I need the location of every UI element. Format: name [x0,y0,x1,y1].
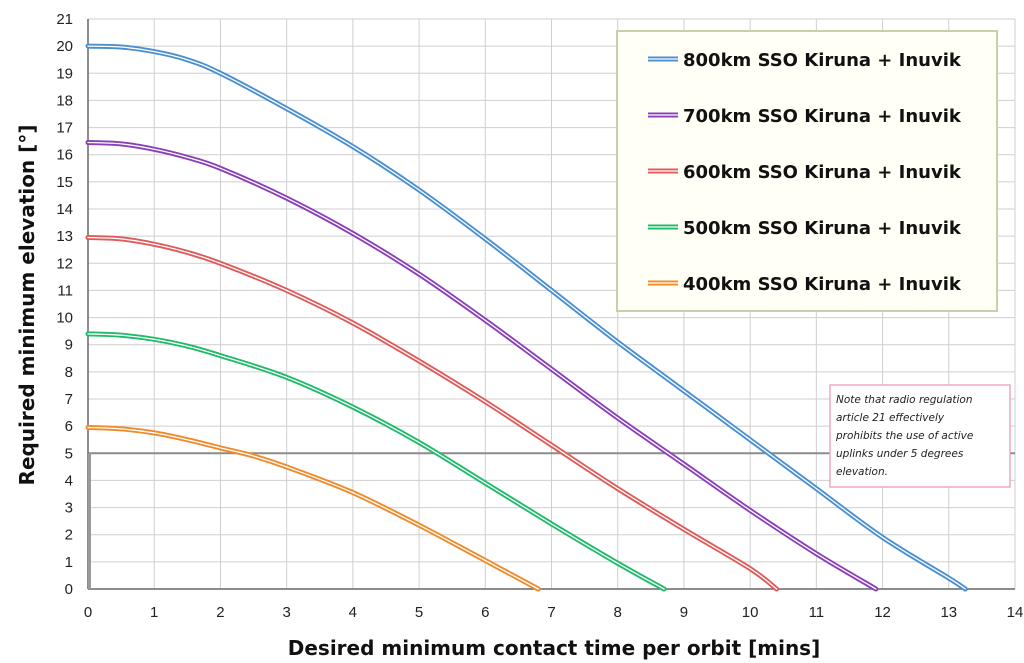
series-2 [85,140,879,592]
y-tick-label: 13 [56,228,73,245]
y-tick-label: 1 [65,554,73,571]
legend-item: 700km SSO Kiruna + Inuvik [648,106,962,127]
series-1 [85,43,968,592]
x-tick-label: 7 [547,604,555,621]
legend-item: 400km SSO Kiruna + Inuvik [648,274,962,295]
x-tick-label: 10 [742,604,759,621]
legend-item: 800km SSO Kiruna + Inuvik [648,50,962,71]
series-line-highlight [87,45,966,590]
annotation-line: prohibits the use of active [835,430,973,442]
y-tick-label: 19 [56,65,73,82]
y-tick-label: 11 [57,282,73,299]
legend-box [616,30,998,312]
x-tick-label: 3 [282,604,290,621]
y-tick-label: 2 [65,527,73,544]
annotation-line: uplinks under 5 degrees [836,448,964,460]
series-lines [85,43,968,592]
y-tick-label: 0 [65,581,73,598]
y-tick-label: 8 [65,364,73,381]
legend-label: 500km SSO Kiruna + Inuvik [683,218,962,239]
y-tick-label: 9 [65,337,73,354]
x-axis-title: Desired minimum contact time per orbit [… [288,636,820,660]
x-tick-label: 0 [84,604,92,621]
elevation-limit-marker [88,453,91,589]
y-tick-label: 14 [56,201,73,218]
annotation-line: article 21 effectively [836,412,945,424]
y-tick-label: 21 [56,11,73,28]
y-tick-label: 7 [65,391,73,408]
y-tick-label: 12 [56,255,73,272]
x-tick-label: 8 [614,604,622,621]
annotation-note: Note that radio regulation article 21 eff… [829,384,1011,488]
y-tick-label: 18 [56,92,73,109]
y-tick-label: 3 [65,500,73,517]
x-tick-label: 13 [940,604,957,621]
y-tick-label: 6 [65,418,73,435]
x-tick-label: 6 [481,604,489,621]
legend-label: 400km SSO Kiruna + Inuvik [683,274,962,295]
y-tick-label: 20 [56,38,73,55]
legend-item: 500km SSO Kiruna + Inuvik [648,218,962,239]
x-tick-label: 11 [809,604,825,621]
x-tick-label: 1 [150,604,158,621]
x-tick-label: 12 [874,604,891,621]
legend-item: 600km SSO Kiruna + Inuvik [648,162,962,183]
y-tick-label: 17 [56,120,73,137]
legend-label: 700km SSO Kiruna + Inuvik [683,106,962,127]
y-tick-label: 10 [56,310,73,327]
x-tick-label: 2 [216,604,224,621]
series-line-highlight [87,141,877,590]
annotation-box [829,384,1011,488]
y-tick-label: 16 [56,147,73,164]
x-tick-label: 14 [1007,604,1024,621]
legend: 800km SSO Kiruna + Inuvik 700km SSO Kirun… [616,30,998,312]
x-tick-label: 4 [349,604,357,621]
x-tick-label: 5 [415,604,423,621]
legend-label: 800km SSO Kiruna + Inuvik [683,50,962,71]
series-4 [85,331,667,592]
y-axis-title: Required minimum elevation [°] [15,125,39,486]
legend-label: 600km SSO Kiruna + Inuvik [683,162,962,183]
y-tick-label: 4 [65,472,73,489]
annotation-line: Note that radio regulation [836,394,973,406]
y-tick-label: 5 [65,445,73,462]
series-line-highlight [87,333,665,590]
x-tick-label: 9 [680,604,688,621]
series-line-highlight [87,426,539,590]
series-5 [85,425,541,592]
series-3 [85,235,780,592]
series-line-highlight [87,236,778,590]
y-tick-label: 15 [56,174,73,191]
x-tick-labels: 0 1 2 3 4 5 6 7 8 9 10 11 12 13 14 [84,604,1024,621]
axes [87,19,1015,590]
annotation-line: elevation. [836,466,888,478]
